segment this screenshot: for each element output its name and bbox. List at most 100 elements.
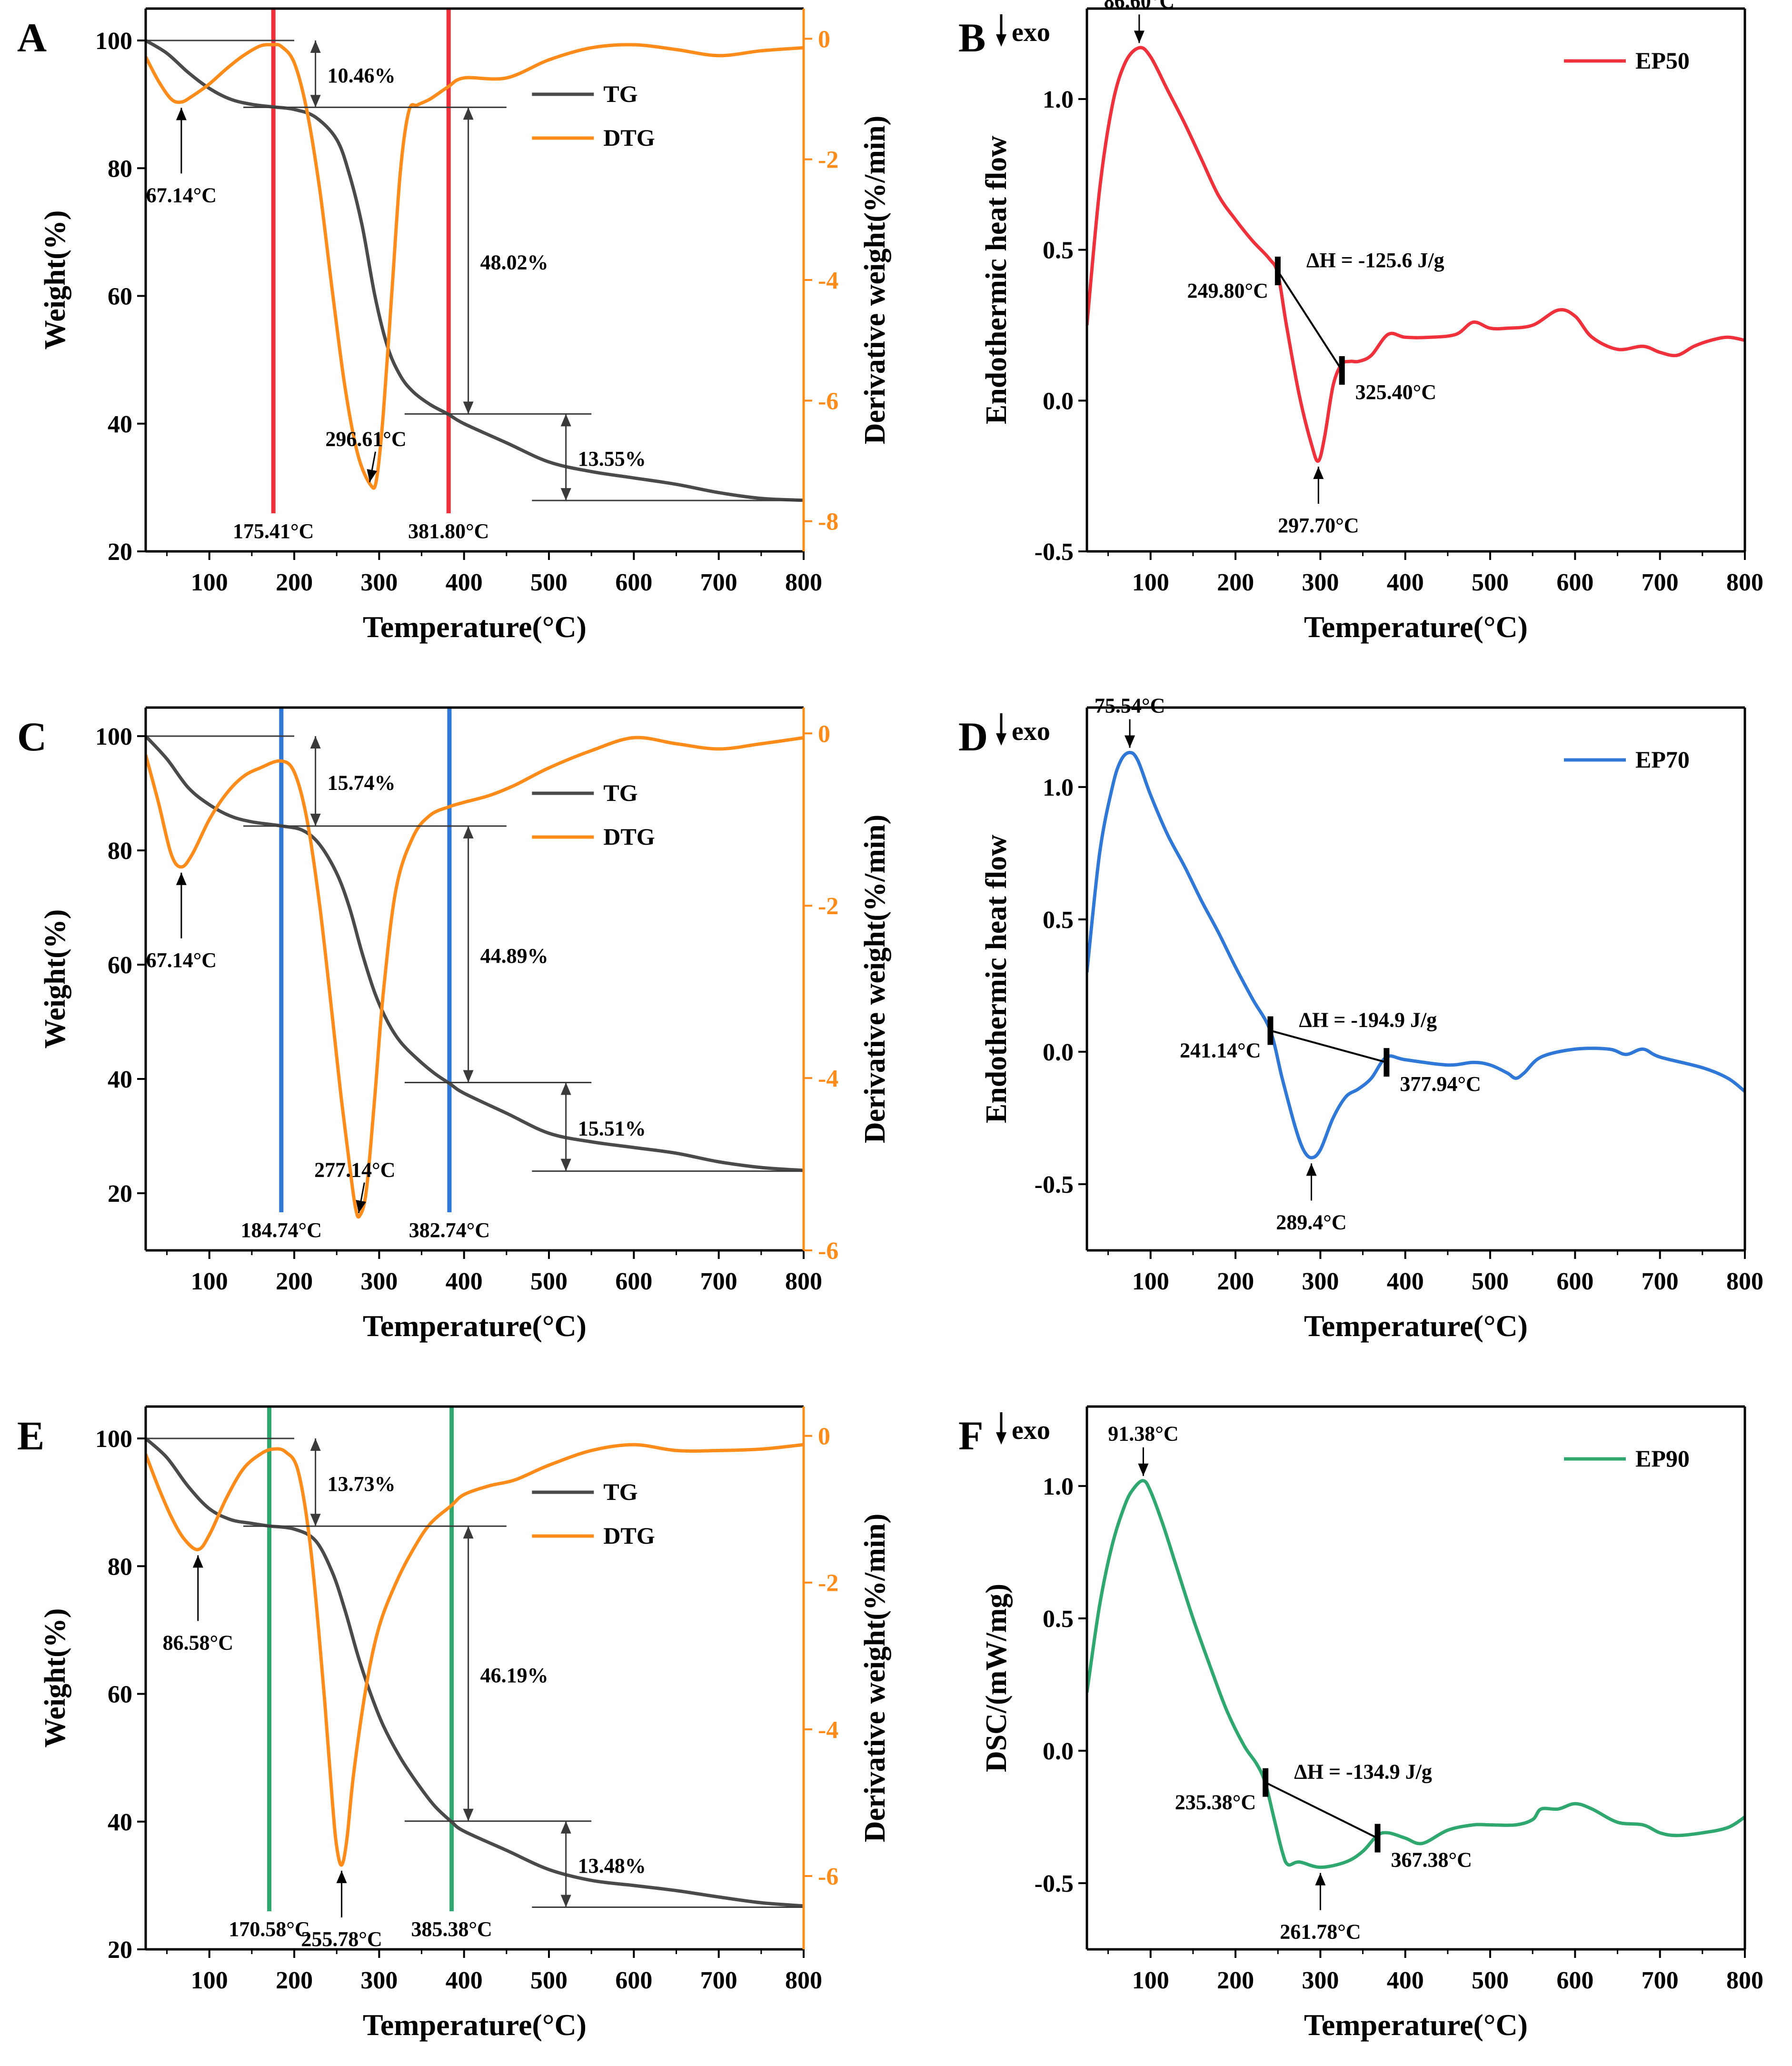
legend-dtg-label: DTG bbox=[603, 823, 655, 850]
panel-letter: F bbox=[958, 1413, 984, 1458]
loss-1-label: 15.74% bbox=[328, 771, 396, 794]
enthalpy-label: ΔH = -194.9 J/g bbox=[1299, 1008, 1437, 1031]
y2-axis-label: Derivative weight(%/min) bbox=[859, 116, 891, 444]
y2-axis-label: Derivative weight(%/min) bbox=[859, 815, 891, 1143]
peak-label: 91.38°C bbox=[1108, 1422, 1178, 1446]
plot-area bbox=[146, 9, 804, 513]
end-label: 325.40°C bbox=[1355, 380, 1436, 404]
y-tick-label: 60 bbox=[108, 1681, 132, 1708]
loss-2-arrow-head-top bbox=[463, 1526, 474, 1539]
loss-1-arrow-head-bottom bbox=[310, 95, 321, 108]
x-axis-label: Temperature(°C) bbox=[363, 2008, 587, 2042]
y-axis-label: Weight(%) bbox=[39, 210, 71, 350]
loss-2-arrow-head-top bbox=[463, 107, 474, 120]
loss-1-arrow-head-top bbox=[310, 736, 321, 749]
x-tick-label: 700 bbox=[1642, 1967, 1679, 1994]
loss-2-label: 46.19% bbox=[480, 1664, 548, 1687]
valley-label: 261.78°C bbox=[1280, 1920, 1361, 1944]
y2-tick-label: -2 bbox=[818, 893, 838, 920]
dtg-peak-2-label: 255.78°C bbox=[301, 1927, 382, 1951]
y-tick-label: 80 bbox=[108, 155, 132, 182]
x-tick-label: 300 bbox=[1302, 569, 1339, 596]
dtg-curve bbox=[146, 1443, 804, 1867]
y-tick-label: -0.5 bbox=[1035, 1171, 1074, 1198]
dtg-peak-2-label: 277.14°C bbox=[314, 1158, 395, 1182]
vline-1-label: 175.41°C bbox=[233, 519, 314, 543]
loss-1-arrow-head-bottom bbox=[310, 813, 321, 826]
x-tick-label: 400 bbox=[1387, 569, 1424, 596]
loss-2-label: 44.89% bbox=[480, 944, 548, 968]
x-tick-label: 600 bbox=[1556, 1967, 1593, 1994]
vline-2-label: 385.38°C bbox=[411, 1917, 492, 1941]
x-tick-label: 200 bbox=[276, 569, 313, 596]
loss-3-arrow-head-top bbox=[560, 414, 571, 427]
x-tick-label: 100 bbox=[1132, 1967, 1169, 1994]
x-tick-label: 200 bbox=[1217, 1967, 1254, 1994]
x-tick-label: 400 bbox=[446, 569, 483, 596]
x-tick-label: 700 bbox=[700, 569, 737, 596]
plot-area bbox=[146, 708, 804, 1219]
loss-1-label: 10.46% bbox=[328, 64, 396, 87]
x-tick-label: 100 bbox=[191, 1268, 228, 1295]
loss-1-arrow-head-top bbox=[310, 1438, 321, 1451]
panel-b: B 100 200 300 400 500 600 700 800 -0.5 0.0 0.5 1.0 Te… bbox=[958, 0, 1763, 644]
y-tick-label: 40 bbox=[108, 1066, 132, 1093]
x-tick-label: 200 bbox=[1217, 569, 1254, 596]
dtg-peak-2-arrow-head bbox=[336, 1870, 347, 1883]
legend-label: EP90 bbox=[1635, 1445, 1690, 1472]
y-tick-label: 1.0 bbox=[1043, 1473, 1074, 1500]
x-tick-label: 300 bbox=[360, 1268, 398, 1295]
y-tick-label: 0.5 bbox=[1043, 237, 1074, 264]
y-axis-label: Weight(%) bbox=[39, 909, 71, 1049]
plot-area bbox=[1087, 46, 1745, 463]
plot-area bbox=[146, 1407, 804, 1911]
dtg-peak-1-arrow-head bbox=[192, 1555, 203, 1568]
peak-arrow-head bbox=[1138, 1463, 1149, 1476]
x-tick-label: 600 bbox=[615, 1967, 652, 1994]
y-tick-label: 60 bbox=[108, 283, 132, 310]
onset-label: 235.38°C bbox=[1175, 1791, 1256, 1814]
x-tick-label: 300 bbox=[360, 569, 398, 596]
y2-tick-label: 0 bbox=[818, 1423, 830, 1450]
x-axis-label: Temperature(°C) bbox=[363, 1309, 587, 1343]
panel-letter: E bbox=[17, 1413, 44, 1458]
panel-a: A 100 200 300 400 500 600 700 800 20 40 60 80 100 -8 -6… bbox=[17, 7, 891, 644]
x-tick-label: 400 bbox=[1387, 1268, 1424, 1295]
exo-label: exo bbox=[1012, 1416, 1050, 1445]
y-tick-label: 0.0 bbox=[1043, 388, 1074, 415]
enthalpy-baseline bbox=[1277, 270, 1343, 371]
exo-arrow-head bbox=[996, 34, 1006, 47]
exo-arrow-head bbox=[996, 733, 1006, 746]
peak-label: 86.60°C bbox=[1104, 0, 1175, 12]
x-tick-label: 500 bbox=[1472, 1268, 1509, 1295]
y2-tick-label: -6 bbox=[818, 388, 838, 415]
mass-loss-annotations: 15.74% 44.89% 15.51% bbox=[146, 735, 804, 1172]
loss-2-label: 48.02% bbox=[480, 250, 548, 274]
x-tick-label: 700 bbox=[1642, 569, 1679, 596]
y-tick-label: 80 bbox=[108, 838, 132, 865]
y-axis-label: DSC/(mW/mg) bbox=[980, 1584, 1013, 1772]
y-tick-label: 100 bbox=[95, 28, 132, 55]
panel-e: E 100 200 300 400 500 600 700 800 20 40 60 80 100 -6 -4… bbox=[17, 1405, 891, 2042]
panel-c: C 100 200 300 400 500 600 700 800 20 40 60 80 100 -6 -4… bbox=[17, 706, 891, 1343]
onset-label: 241.14°C bbox=[1180, 1038, 1261, 1062]
dtg-peak-1-label: 67.14°C bbox=[146, 183, 217, 207]
y-tick-label: 1.0 bbox=[1043, 774, 1074, 801]
legend-tg-label: TG bbox=[603, 1478, 637, 1505]
loss-2-arrow-head-bottom bbox=[463, 1808, 474, 1821]
dsc-curve bbox=[1087, 1479, 1745, 1869]
dtg-curve bbox=[146, 43, 804, 490]
enthalpy-label: ΔH = -125.6 J/g bbox=[1306, 249, 1444, 272]
y-tick-label: 20 bbox=[108, 1180, 132, 1208]
x-tick-label: 500 bbox=[1472, 569, 1509, 596]
y-tick-label: 1.0 bbox=[1043, 86, 1074, 113]
panel-letter: D bbox=[958, 714, 988, 759]
loss-3-arrow-head-bottom bbox=[560, 1895, 571, 1907]
legend-label: EP50 bbox=[1635, 47, 1690, 74]
tg-curve bbox=[146, 39, 804, 502]
y-axis-label: Weight(%) bbox=[39, 1608, 71, 1748]
plot-area bbox=[1087, 750, 1745, 1159]
enthalpy-baseline bbox=[1265, 1781, 1378, 1839]
